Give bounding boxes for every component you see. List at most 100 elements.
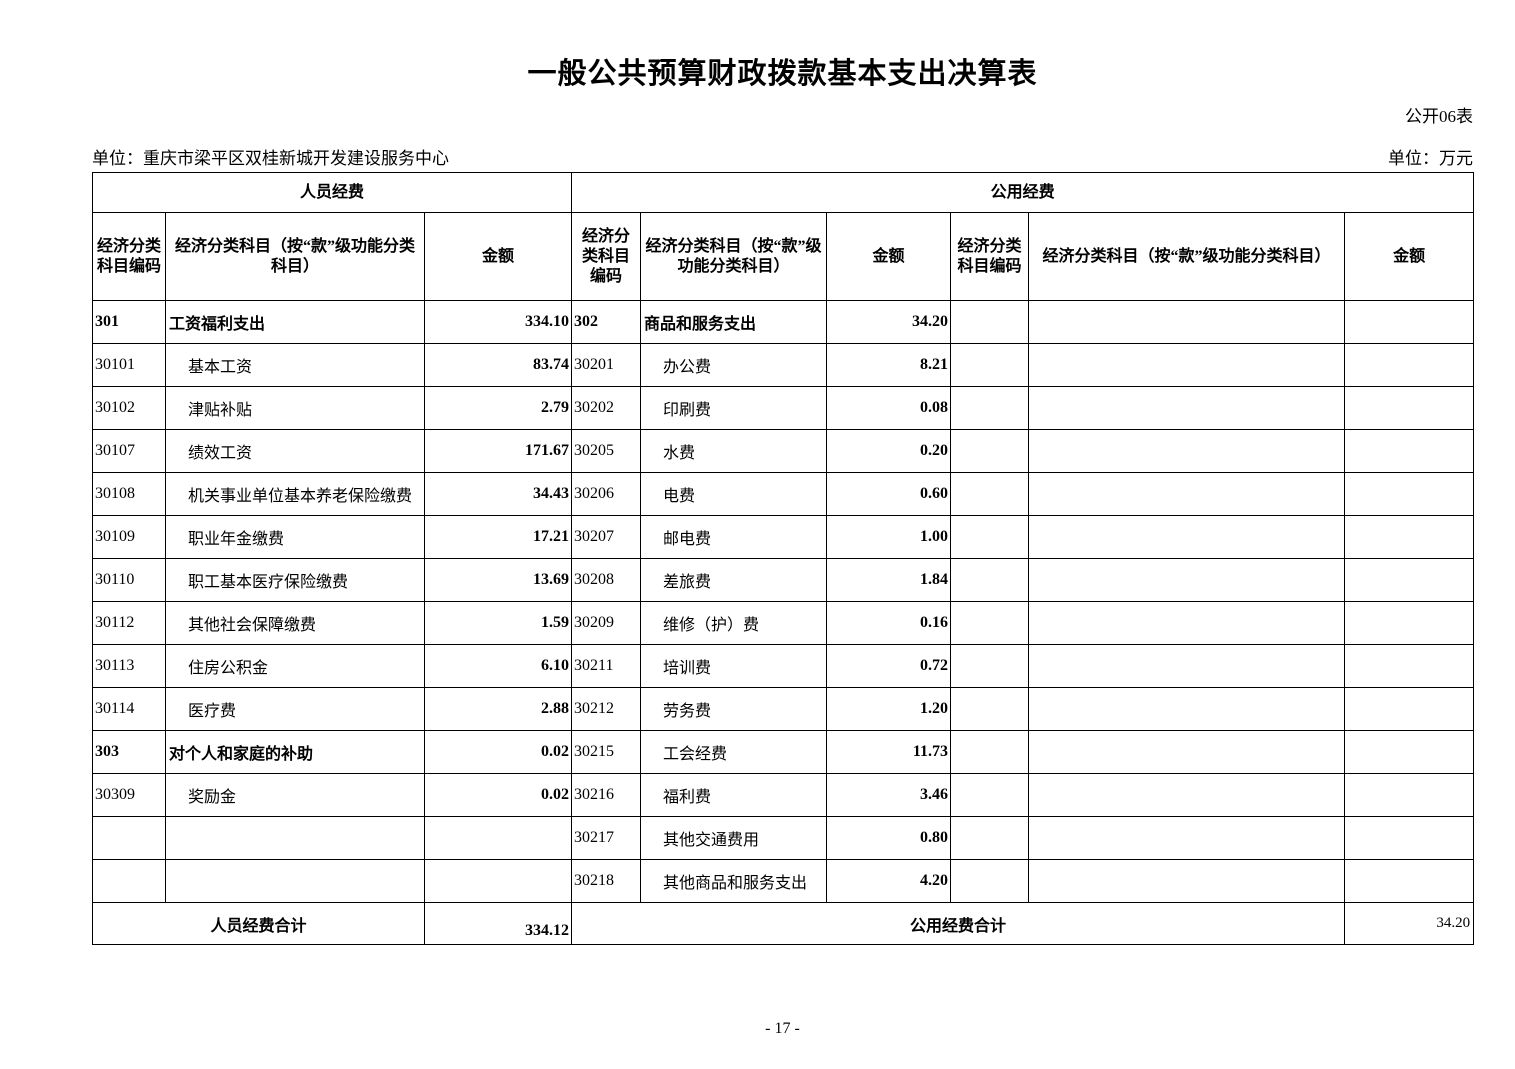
extra-subject-cell: [1028, 429, 1346, 473]
personnel-subject-cell: 基本工资: [165, 343, 425, 387]
extra-code-cell: [950, 386, 1030, 430]
col-header-code-personnel: 经济分类科目编码: [92, 212, 166, 301]
column-header-row: 经济分类科目编码 经济分类科目（按“款”级功能分类科目） 金额 经济分类科目编码…: [92, 212, 1475, 301]
public-total-amount: 34.20: [1344, 902, 1475, 945]
personnel-amount-cell: 6.10: [423, 644, 573, 688]
group-header-public: 公用经费: [571, 172, 1475, 213]
unit-name-label: 单位：重庆市梁平区双桂新城开发建设服务中心: [92, 149, 449, 168]
personnel-subject-cell: 对个人和家庭的补助: [165, 730, 425, 774]
table-row: 30101 基本工资 83.74 30201 办公费 8.21: [92, 343, 1475, 387]
personnel-amount-cell: 83.74: [423, 343, 573, 387]
personnel-amount-cell: 0.02: [423, 773, 573, 817]
page-title: 一般公共预算财政拨款基本支出决算表: [527, 58, 1038, 90]
public-subject-cell: 商品和服务支出: [640, 300, 828, 344]
personnel-amount-cell: 34.43: [423, 472, 573, 516]
extra-amount-cell: [1344, 300, 1475, 344]
total-row: 人员经费合计 334.12 公用经费合计 34.20: [92, 902, 1475, 945]
extra-code-cell: [950, 601, 1030, 645]
unit-row: 单位：重庆市梁平区双桂新城开发建设服务中心 单位：万元: [92, 144, 1473, 169]
extra-code-cell: [950, 429, 1030, 473]
extra-subject-cell: [1028, 343, 1346, 387]
extra-code-cell: [950, 687, 1030, 731]
public-amount-cell: 1.84: [826, 558, 952, 602]
extra-amount-cell: [1344, 773, 1475, 817]
public-code-cell: 30215: [571, 730, 642, 774]
public-code-cell: 30216: [571, 773, 642, 817]
extra-amount-cell: [1344, 343, 1475, 387]
public-code-cell: 30217: [571, 816, 642, 860]
col-header-amount-public: 金额: [826, 212, 952, 301]
table-row: 30109 职业年金缴费 17.21 30207 邮电费 1.00: [92, 515, 1475, 559]
personnel-amount-cell: 0.02: [423, 730, 573, 774]
table-body: 301 工资福利支出 334.10 302 商品和服务支出 34.20 3010…: [92, 300, 1475, 903]
extra-subject-cell: [1028, 773, 1346, 817]
extra-amount-cell: [1344, 429, 1475, 473]
public-code-cell: 30202: [571, 386, 642, 430]
public-amount-cell: 3.46: [826, 773, 952, 817]
personnel-amount-cell: 334.10: [423, 300, 573, 344]
personnel-total-amount: 334.12: [423, 902, 573, 945]
personnel-code-cell: 30102: [92, 386, 166, 430]
extra-amount-cell: [1344, 386, 1475, 430]
table-row: 30102 津贴补贴 2.79 30202 印刷费 0.08: [92, 386, 1475, 430]
personnel-subject-cell: 奖励金: [165, 773, 425, 817]
personnel-amount-cell: 1.59: [423, 601, 573, 645]
extra-subject-cell: [1028, 472, 1346, 516]
unit-currency-label: 单位：万元: [1388, 149, 1473, 168]
public-amount-cell: 4.20: [826, 859, 952, 903]
public-code-cell: 30218: [571, 859, 642, 903]
table-row: 301 工资福利支出 334.10 302 商品和服务支出 34.20: [92, 300, 1475, 344]
personnel-code-cell: 30108: [92, 472, 166, 516]
personnel-subject-cell: 津贴补贴: [165, 386, 425, 430]
col-header-subject-personnel: 经济分类科目（按“款”级功能分类科目）: [165, 212, 425, 301]
table-row: 30217 其他交通费用 0.80: [92, 816, 1475, 860]
personnel-subject-cell: 职业年金缴费: [165, 515, 425, 559]
public-subject-cell: 维修（护）费: [640, 601, 828, 645]
personnel-code-cell: 30309: [92, 773, 166, 817]
personnel-amount-cell: 2.79: [423, 386, 573, 430]
personnel-code-cell: 30107: [92, 429, 166, 473]
table-row: 30113 住房公积金 6.10 30211 培训费 0.72: [92, 644, 1475, 688]
public-amount-cell: 0.60: [826, 472, 952, 516]
extra-code-cell: [950, 859, 1030, 903]
personnel-code-cell: 30109: [92, 515, 166, 559]
personnel-subject-cell: [165, 816, 425, 860]
extra-code-cell: [950, 558, 1030, 602]
col-header-code-public: 经济分类科目编码: [571, 212, 642, 301]
public-amount-cell: 0.08: [826, 386, 952, 430]
personnel-amount-cell: [423, 816, 573, 860]
public-code-cell: 30208: [571, 558, 642, 602]
table-row: 30112 其他社会保障缴费 1.59 30209 维修（护）费 0.16: [92, 601, 1475, 645]
extra-amount-cell: [1344, 859, 1475, 903]
personnel-code-cell: 301: [92, 300, 166, 344]
col-header-subject-extra: 经济分类科目（按“款”级功能分类科目）: [1028, 212, 1346, 301]
col-header-code-extra: 经济分类科目编码: [950, 212, 1030, 301]
table-code-label: 公开06表: [1405, 107, 1473, 126]
personnel-subject-cell: 工资福利支出: [165, 300, 425, 344]
public-amount-cell: 0.16: [826, 601, 952, 645]
public-amount-cell: 0.20: [826, 429, 952, 473]
table-row: 30114 医疗费 2.88 30212 劳务费 1.20: [92, 687, 1475, 731]
personnel-subject-cell: 医疗费: [165, 687, 425, 731]
extra-amount-cell: [1344, 601, 1475, 645]
public-code-cell: 30206: [571, 472, 642, 516]
public-subject-cell: 办公费: [640, 343, 828, 387]
public-subject-cell: 其他商品和服务支出: [640, 859, 828, 903]
extra-subject-cell: [1028, 859, 1346, 903]
public-code-cell: 30201: [571, 343, 642, 387]
personnel-total-label: 人员经费合计: [92, 902, 425, 945]
public-code-cell: 30211: [571, 644, 642, 688]
public-subject-cell: 印刷费: [640, 386, 828, 430]
personnel-amount-cell: 17.21: [423, 515, 573, 559]
public-subject-cell: 差旅费: [640, 558, 828, 602]
public-code-cell: 30205: [571, 429, 642, 473]
personnel-code-cell: 30114: [92, 687, 166, 731]
table-row: 30108 机关事业单位基本养老保险缴费 34.43 30206 电费 0.60: [92, 472, 1475, 516]
public-subject-cell: 邮电费: [640, 515, 828, 559]
personnel-code-cell: 30112: [92, 601, 166, 645]
extra-amount-cell: [1344, 472, 1475, 516]
public-subject-cell: 工会经费: [640, 730, 828, 774]
public-subject-cell: 培训费: [640, 644, 828, 688]
public-subject-cell: 水费: [640, 429, 828, 473]
col-header-amount-extra: 金额: [1344, 212, 1475, 301]
